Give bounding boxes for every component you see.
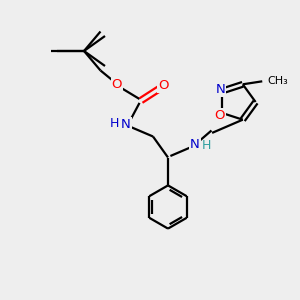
Text: N: N <box>190 137 200 151</box>
Text: O: O <box>158 79 169 92</box>
Text: N: N <box>216 83 225 96</box>
Text: H: H <box>202 139 211 152</box>
Text: O: O <box>214 109 225 122</box>
Text: N: N <box>121 118 131 131</box>
Text: O: O <box>112 77 122 91</box>
Text: H: H <box>110 117 119 130</box>
Text: CH₃: CH₃ <box>267 76 288 86</box>
